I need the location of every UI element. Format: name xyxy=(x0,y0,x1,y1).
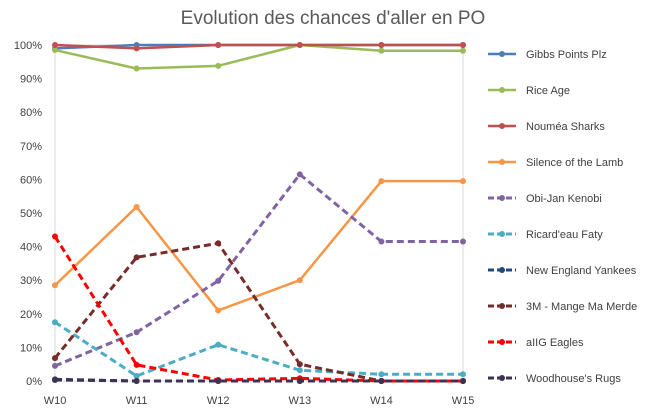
y-tick-label: 10% xyxy=(20,342,42,354)
data-point xyxy=(378,371,385,378)
legend-label: Silence of the Lamb xyxy=(526,157,623,169)
y-tick-label: 0% xyxy=(26,376,42,388)
data-point xyxy=(215,307,222,314)
data-point xyxy=(460,42,466,48)
y-tick-label: 40% xyxy=(20,242,42,254)
legend-label: Obi-Jan Kenobi xyxy=(526,193,602,205)
y-axis: 0% 10% 20% 30% 40% 50% 60% 70% 80% 90% 100% xyxy=(14,40,42,388)
legend-swatch-marker xyxy=(499,159,505,165)
legend-swatch-marker xyxy=(499,123,505,129)
data-point xyxy=(133,254,140,261)
series-line xyxy=(54,377,463,383)
data-point xyxy=(378,47,385,54)
legend-label: Nouméa Sharks xyxy=(526,121,605,133)
legend-label: aIIG Eagles xyxy=(526,337,584,349)
series-line xyxy=(54,320,463,378)
legend-swatch-marker xyxy=(499,267,505,273)
series-line xyxy=(54,43,463,70)
legend-swatch-marker xyxy=(499,87,505,93)
data-point xyxy=(133,45,140,52)
x-tick-label: W15 xyxy=(452,395,475,407)
legend-label: Rice Age xyxy=(526,85,570,97)
legend-swatch-marker xyxy=(499,303,505,309)
chart-title: Evolution des chances d'aller en PO xyxy=(181,8,486,29)
data-point xyxy=(215,341,222,348)
series-line xyxy=(53,235,463,383)
data-point xyxy=(215,378,222,384)
x-tick-label: W14 xyxy=(370,395,393,407)
x-tick-label: W13 xyxy=(288,395,311,407)
data-point xyxy=(52,376,58,383)
data-point xyxy=(378,378,385,384)
data-point xyxy=(378,238,385,245)
data-point xyxy=(296,378,303,384)
data-point xyxy=(378,178,385,185)
x-axis: W10 W11 W12 W13 W14 W15 xyxy=(44,395,475,407)
data-point xyxy=(460,371,466,378)
data-point xyxy=(215,42,222,48)
legend-label: Ricard'eau Faty xyxy=(526,229,603,241)
x-tick-label: W11 xyxy=(126,395,148,407)
data-point xyxy=(460,238,466,245)
data-point xyxy=(215,277,222,284)
data-point xyxy=(52,233,58,240)
data-point xyxy=(378,42,385,48)
data-point xyxy=(52,362,58,369)
data-point xyxy=(133,65,140,72)
data-point xyxy=(52,355,58,362)
data-point xyxy=(52,47,58,54)
y-tick-label: 80% xyxy=(20,107,42,119)
data-point xyxy=(296,171,303,178)
data-point xyxy=(52,282,58,289)
data-point xyxy=(52,319,58,326)
data-point xyxy=(215,240,222,247)
x-tick-label: W10 xyxy=(44,395,67,407)
data-point xyxy=(296,42,303,48)
data-point xyxy=(460,47,466,54)
data-point xyxy=(296,367,303,374)
data-point xyxy=(52,42,58,48)
y-tick-label: 60% xyxy=(20,174,42,186)
legend-swatch-marker xyxy=(499,231,505,237)
series-line xyxy=(54,179,463,312)
y-tick-label: 50% xyxy=(20,208,42,220)
legend-swatch-marker xyxy=(499,51,505,57)
data-point xyxy=(296,277,303,284)
data-point xyxy=(460,178,466,185)
legend-swatch-marker xyxy=(499,375,505,381)
data-point xyxy=(133,378,140,384)
series-layer xyxy=(52,42,466,384)
legend-label: Woodhouse's Rugs xyxy=(526,373,621,385)
series-line xyxy=(53,241,463,383)
data-point xyxy=(460,378,466,384)
legend-label: Gibbs Points Plz xyxy=(526,49,607,61)
data-point xyxy=(133,361,140,368)
y-tick-label: 70% xyxy=(20,141,42,153)
legend-swatch-marker xyxy=(499,339,505,345)
legend-label: 3M - Mange Ma Merde xyxy=(526,301,637,313)
y-tick-label: 20% xyxy=(20,309,42,321)
data-point xyxy=(133,329,140,336)
y-tick-label: 90% xyxy=(20,74,42,86)
data-point xyxy=(133,372,140,379)
series-line xyxy=(54,43,463,50)
data-point xyxy=(296,361,303,368)
y-tick-label: 30% xyxy=(20,275,42,287)
x-tick-label: W12 xyxy=(207,395,230,407)
legend-label: New England Yankees xyxy=(526,265,637,277)
series-line xyxy=(54,172,463,368)
y-tick-label: 100% xyxy=(14,40,42,52)
data-point xyxy=(215,62,222,69)
legend-swatch-marker xyxy=(499,195,505,201)
legend: Gibbs Points Plz Rice Age Nouméa Sharks Sil… xyxy=(488,49,637,385)
data-point xyxy=(133,203,140,210)
